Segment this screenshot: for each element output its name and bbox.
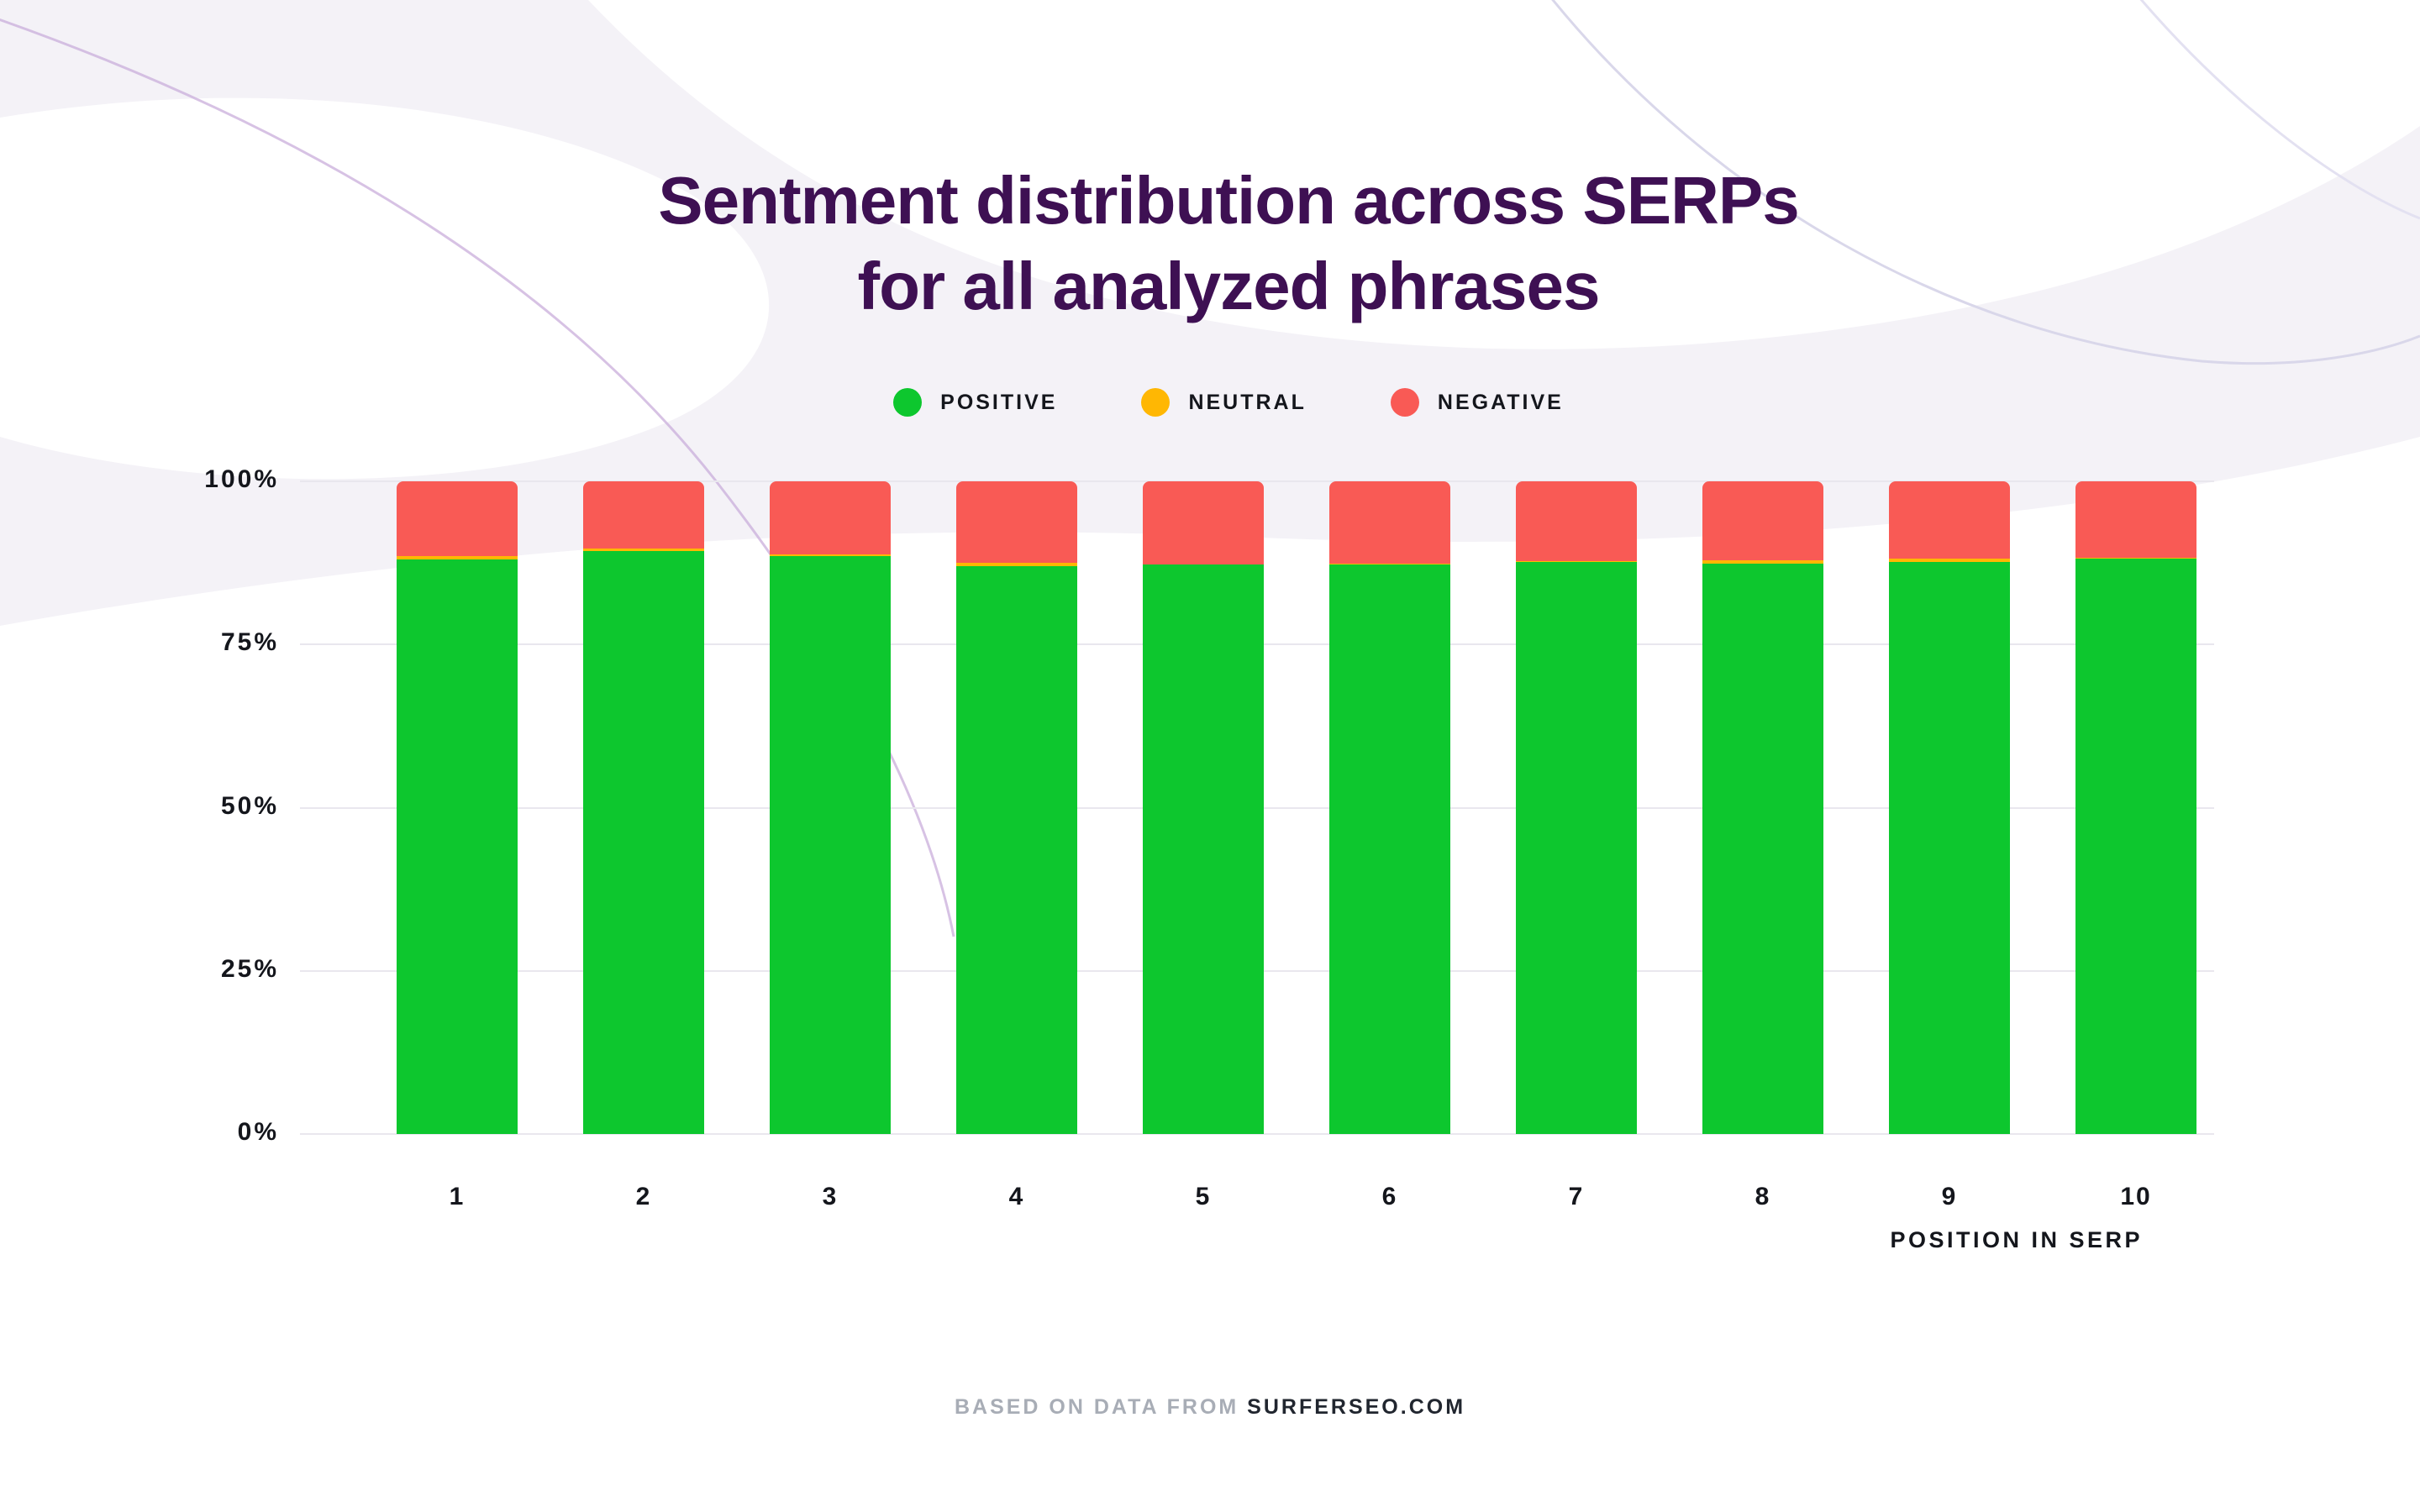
legend-label-positive: POSITIVE [940,390,1058,414]
legend-label-neutral: NEUTRAL [1188,390,1307,414]
x-tick-label-9: 9 [1941,1183,1958,1210]
bar-segment-positive-4 [956,566,1077,1134]
gridline-100% [300,480,2214,482]
page-title-line2: for all analyzed phrases [857,249,1600,323]
y-tick-label-100%: 100% [204,465,279,493]
legend-label-negative: NEGATIVE [1437,390,1564,414]
bar-segment-neutral-10 [2075,557,2196,559]
bar-segment-negative-5 [1143,481,1264,564]
bar-position-9 [1889,481,2010,1134]
background-curve-corner [2139,0,2420,220]
footer-prefix: BASED ON DATA FROM [954,1395,1239,1419]
bar-segment-positive-3 [770,555,891,1134]
x-axis-title: POSITION IN SERP [1890,1227,2143,1252]
chart-legend: POSITIVE NEUTRAL NEGATIVE [18,388,2420,417]
y-tick-label-0%: 0% [237,1118,279,1146]
bar-segment-neutral-9 [1889,559,2010,563]
bar-segment-negative-3 [770,481,891,555]
bar-segment-negative-10 [2075,481,2196,558]
bar-position-2 [583,481,704,1134]
x-tick-label-4: 4 [1008,1183,1025,1210]
bar-segment-negative-1 [397,481,518,557]
bar-position-1 [397,481,518,1134]
positive-swatch-icon [893,388,923,417]
gridline-0% [300,1133,2214,1135]
x-tick-label-1: 1 [449,1183,466,1210]
bar-segment-neutral-2 [583,549,704,552]
bar-position-8 [1702,481,1823,1134]
y-tick-label-75%: 75% [220,628,279,657]
negative-swatch-icon [1390,388,1419,417]
bar-segment-negative-4 [956,481,1077,564]
x-tick-label-8: 8 [1754,1183,1771,1210]
bar-position-4 [956,481,1077,1134]
background-curve-right [1551,0,2420,365]
bar-segment-neutral-5 [1143,564,1264,565]
x-tick-label-7: 7 [1568,1183,1585,1210]
bar-position-5 [1143,481,1264,1134]
bar-segment-positive-1 [397,559,518,1134]
bar-segment-positive-8 [1702,563,1823,1134]
page-title-line1: Sentment distribution across SERPs [658,163,1799,238]
y-tick-label-50%: 50% [220,791,279,820]
bar-segment-negative-6 [1329,481,1450,564]
bar-segment-neutral-3 [770,554,891,556]
plot-area [300,480,2214,1135]
footer: BASED ON DATA FROM SURFERSEO.COM [0,1395,2420,1420]
bar-segment-neutral-8 [1702,560,1823,564]
background-blob-shape [0,97,770,480]
footer-brand: SURFERSEO.COM [1247,1395,1466,1419]
legend-item-neutral: NEUTRAL [1141,388,1306,417]
x-tick-label-10: 10 [2120,1183,2152,1210]
bar-position-6 [1329,481,1450,1134]
bar-segment-positive-5 [1143,564,1264,1134]
bar-segment-negative-9 [1889,481,2010,559]
bar-segment-positive-2 [583,551,704,1134]
bar-segment-negative-2 [583,481,704,549]
bar-position-10 [2075,481,2196,1134]
bar-segment-negative-8 [1702,481,1823,561]
bar-segment-positive-6 [1329,564,1450,1134]
bar-segment-positive-10 [2075,559,2196,1134]
bar-position-3 [770,481,891,1134]
x-tick-label-5: 5 [1195,1183,1212,1210]
background-curve-left [0,18,955,937]
neutral-swatch-icon [1141,388,1171,417]
page-title: Sentment distribution across SERPs for a… [18,158,2420,329]
bar-segment-neutral-7 [1516,560,1637,562]
x-tick-label-2: 2 [635,1183,652,1210]
legend-item-positive: POSITIVE [893,388,1057,417]
y-axis: 0% 25% 50% 75% 100% [0,465,279,1146]
x-axis: 1 2 3 4 5 6 7 8 9 10 [300,1183,2214,1216]
bar-segment-neutral-1 [397,556,518,560]
x-tick-label-3: 3 [822,1183,839,1210]
x-tick-label-6: 6 [1381,1183,1398,1210]
y-tick-label-25%: 25% [220,954,279,983]
bar-segment-neutral-4 [956,563,1077,567]
bar-segment-positive-9 [1889,562,2010,1134]
bar-segment-positive-7 [1516,561,1637,1134]
bar-position-7 [1516,481,1637,1134]
bar-segment-negative-7 [1516,481,1637,561]
legend-item-negative: NEGATIVE [1390,388,1564,417]
